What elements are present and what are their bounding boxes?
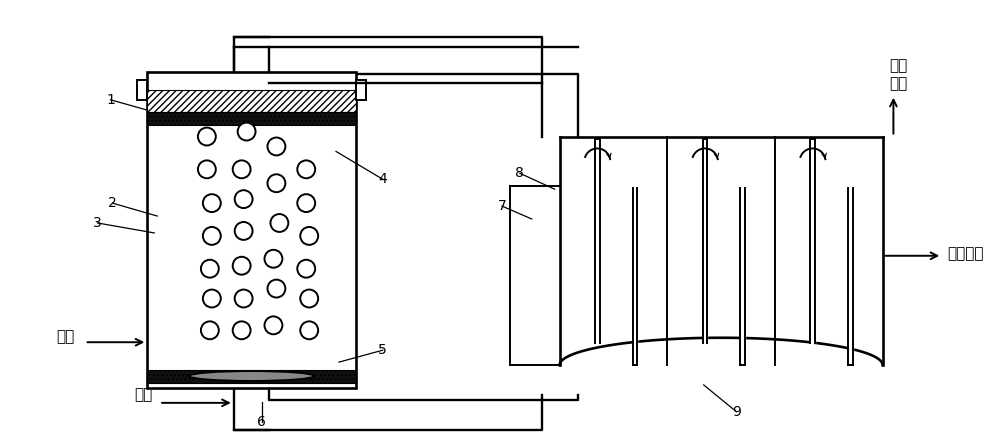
- Bar: [137, 80, 147, 100]
- Circle shape: [235, 190, 253, 208]
- Circle shape: [267, 138, 285, 155]
- Circle shape: [203, 194, 221, 212]
- Circle shape: [198, 161, 216, 178]
- Circle shape: [267, 174, 285, 192]
- Bar: [147, 90, 356, 112]
- Bar: [147, 72, 356, 388]
- Circle shape: [201, 260, 219, 278]
- Circle shape: [198, 127, 216, 146]
- Circle shape: [233, 161, 251, 178]
- Text: 废水排放: 废水排放: [947, 246, 984, 261]
- Circle shape: [264, 250, 282, 268]
- Bar: [356, 80, 366, 100]
- Text: 尾气
排放: 尾气 排放: [889, 58, 907, 91]
- Text: 5: 5: [378, 343, 387, 357]
- Text: 7: 7: [498, 199, 506, 213]
- Circle shape: [297, 194, 315, 212]
- Text: 2: 2: [108, 196, 117, 210]
- Circle shape: [201, 321, 219, 339]
- Polygon shape: [595, 138, 600, 343]
- Polygon shape: [703, 138, 707, 343]
- Polygon shape: [740, 188, 745, 365]
- Ellipse shape: [189, 371, 314, 381]
- Text: 6: 6: [257, 415, 266, 429]
- Circle shape: [203, 290, 221, 307]
- Circle shape: [233, 321, 251, 339]
- Text: 1: 1: [106, 93, 115, 107]
- Circle shape: [203, 227, 221, 245]
- Text: 3: 3: [93, 216, 102, 230]
- Circle shape: [297, 161, 315, 178]
- Bar: [147, 112, 356, 125]
- Text: 9: 9: [732, 405, 741, 419]
- Circle shape: [267, 280, 285, 298]
- Circle shape: [235, 290, 253, 307]
- Text: 8: 8: [515, 166, 524, 180]
- Polygon shape: [848, 188, 853, 365]
- Circle shape: [235, 222, 253, 240]
- Circle shape: [300, 290, 318, 307]
- Circle shape: [270, 214, 288, 232]
- Circle shape: [264, 316, 282, 334]
- Text: 废水: 废水: [56, 329, 75, 344]
- Text: 4: 4: [378, 172, 387, 186]
- Circle shape: [233, 257, 251, 275]
- Circle shape: [300, 227, 318, 245]
- Bar: [147, 370, 356, 383]
- Circle shape: [300, 321, 318, 339]
- Circle shape: [297, 260, 315, 278]
- Polygon shape: [633, 188, 637, 365]
- Circle shape: [238, 123, 256, 141]
- Text: 臭氧: 臭氧: [134, 387, 152, 402]
- Polygon shape: [810, 138, 815, 343]
